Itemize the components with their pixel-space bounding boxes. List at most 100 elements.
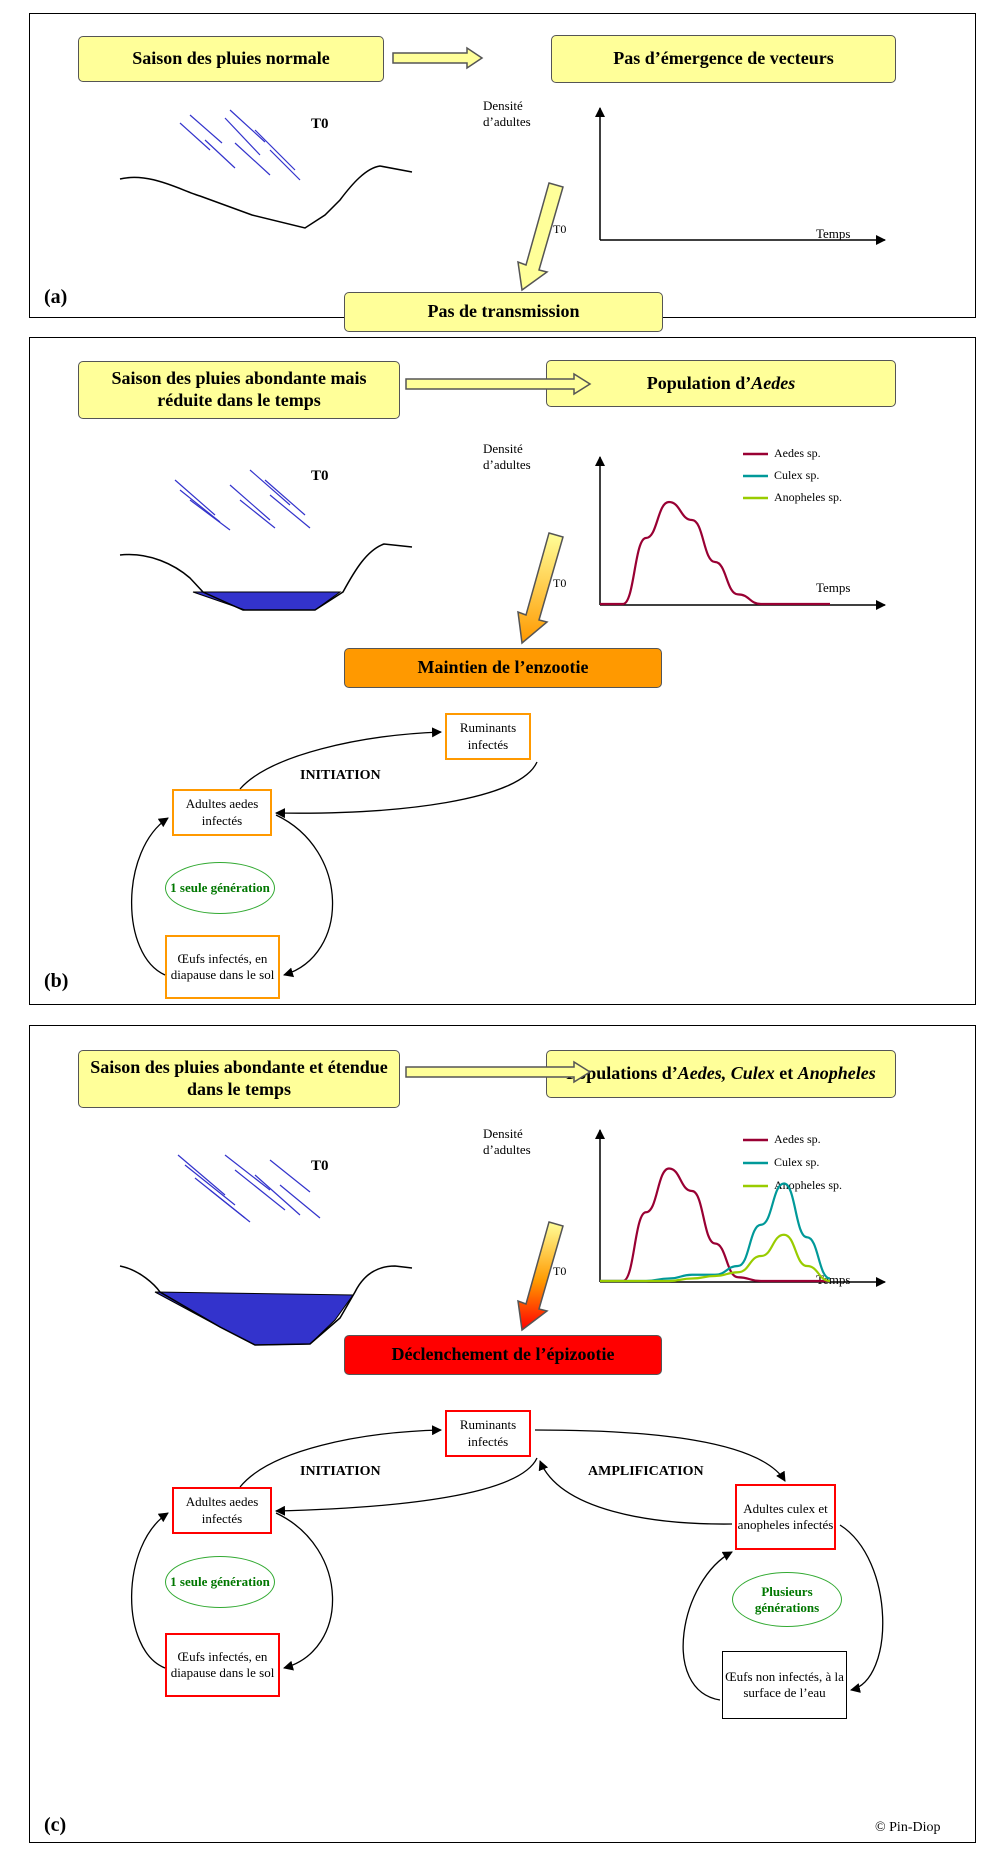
legend-b-anopheles: Anopheles sp. [774,490,842,504]
cycle-arrows-b [131,727,538,978]
node-c-adultes-culex: Adultes culex et anopheles infectés [735,1484,836,1550]
season-short-line1: Saison des pluies abondante mais [111,368,367,389]
arrow-b-ruminants-to-aedes [275,761,538,819]
legend-c-culex: Culex sp. [774,1155,820,1169]
axes-b [595,456,886,610]
initiation-label-b: INITIATION [300,768,381,783]
legend-b-aedes: Aedes sp. [774,446,821,460]
arrow-b-down [517,532,564,645]
node-c-generation-many: Plusieurs générations [732,1572,842,1627]
arrow-b-aedes-to-oeufs [275,814,334,978]
amplification-label-c: AMPLIFICATION [588,1464,704,1479]
populations-prefix: Populations d’ [566,1063,678,1084]
node-c-adultes-aedes: Adultes aedes infectés [172,1487,272,1534]
rain-c-stroke [269,1159,311,1193]
rain-a-stroke [254,129,296,171]
node-c-generation-one: 1 seule génération [165,1556,275,1608]
rain-b-stroke [249,469,291,506]
arrow-c-oeufs-to-culex [682,1551,733,1701]
populations-box: Populations d’ Aedes, Culex et Anopheles [546,1050,896,1098]
arrow-c-aedes-to-oeufs [275,1512,334,1671]
series-line-anopheles [600,1233,831,1283]
t0-label-c: T0 [311,1158,329,1174]
legend-swatches [743,452,768,1188]
series-line-aedes [600,1167,830,1283]
node-b-adultes-aedes: Adultes aedes infectés [172,789,272,836]
rain-b-stroke [229,484,271,521]
curves-c [600,1167,831,1283]
arrow-a-right [392,46,484,70]
rain-c-stroke [279,1184,321,1219]
rain-c-stroke [234,1169,286,1211]
rain-b-stroke [264,479,306,516]
xlabel-b: Temps [816,580,851,595]
rain-a [179,109,301,181]
panel-letter-c: (c) [44,1814,67,1836]
arrow-c-culex-to-ruminants [538,1460,733,1525]
legend-b-culex: Culex sp. [774,468,820,482]
rain-c-stroke [184,1164,236,1206]
ylabel-b-1: Densité [483,441,523,456]
ylabel-b-2: d’adultes [483,457,531,472]
no-vector-emergence-box: Pas d’émergence de vecteurs [551,35,896,83]
ylabel-a-1: Densité [483,98,523,113]
t0-label-b: T0 [311,468,329,484]
rain-c-stroke [209,1189,251,1223]
season-long-line1: Saison des pluies abondante et étendue [90,1057,388,1078]
rain-a-stroke [224,117,261,156]
maintien-enzootie-box: Maintien de l’enzootie [344,648,662,688]
terrain-a [119,165,413,229]
t0-label-a: T0 [311,116,329,132]
legend-c-anopheles: Anopheles sp. [774,1178,842,1192]
node-b-oeufs: Œufs infectés, en diapause dans le sol [165,935,280,999]
rain-b-stroke [239,499,276,529]
series-line-aedes [600,500,830,606]
season-short-box: Saison des pluies abondante mais réduite… [78,361,400,419]
rain-a-stroke [204,139,236,169]
ylabel-c-1: Densité [483,1126,523,1141]
aedes-population-italic: Aedes [751,372,796,393]
rain-a-stroke [229,109,266,143]
rain-c-stroke [254,1174,301,1216]
rain-a-stroke [234,142,271,176]
arrow-c-culex-to-oeufs [839,1524,884,1693]
axes-c [595,1129,886,1287]
arrow-c-aedes-to-ruminants [239,1425,442,1488]
arrow-c-oeufs-to-aedes [131,1512,169,1669]
ylabel-a-2: d’adultes [483,114,531,129]
rain-b [174,469,311,531]
populations-anopheles: Anopheles [797,1063,876,1084]
season-long-box: Saison des pluies abondante et étendue d… [78,1050,400,1108]
populations-aedes-culex: Aedes, Culex [677,1063,775,1084]
terrain-b [119,543,413,611]
rain-a-stroke [269,149,301,181]
legend-c-aedes: Aedes sp. [774,1132,821,1146]
series-line-culex [600,1182,831,1283]
aedes-population-box: Population d’ Aedes [546,360,896,407]
initiation-label-c: INITIATION [300,1464,381,1479]
curves-b [600,500,830,606]
rain-a-stroke [189,114,223,144]
rain-b-stroke [174,479,216,516]
cycle-arrows-c [131,1425,884,1701]
season-long-line2: dans le temps [186,1079,291,1099]
node-c-ruminants: Ruminants infectés [445,1410,531,1457]
arrow-c-down [517,1221,564,1332]
axes-a [595,107,886,245]
copyright: © Pin-Diop [875,1820,941,1835]
rain-c-stroke [224,1154,271,1191]
season-normal-box: Saison des pluies normale [78,36,384,82]
arrow-c-ruminants-to-culex [534,1429,786,1482]
xorigin-a: T0 [553,222,567,236]
season-short-line2: réduite dans le temps [157,390,321,410]
populations-and: et [774,1063,798,1084]
declenchement-epizootie-box: Déclenchement de l’épizootie [344,1335,662,1375]
xorigin-b: T0 [553,576,567,590]
panel-letter-a: (a) [44,286,68,308]
node-c-oeufs-infectes: Œufs infectés, en diapause dans le sol [165,1633,280,1697]
rain-b-stroke [189,499,231,531]
rain-b-stroke [179,489,221,523]
ylabel-c-2: d’adultes [483,1142,531,1157]
rain-c-stroke [177,1154,226,1196]
